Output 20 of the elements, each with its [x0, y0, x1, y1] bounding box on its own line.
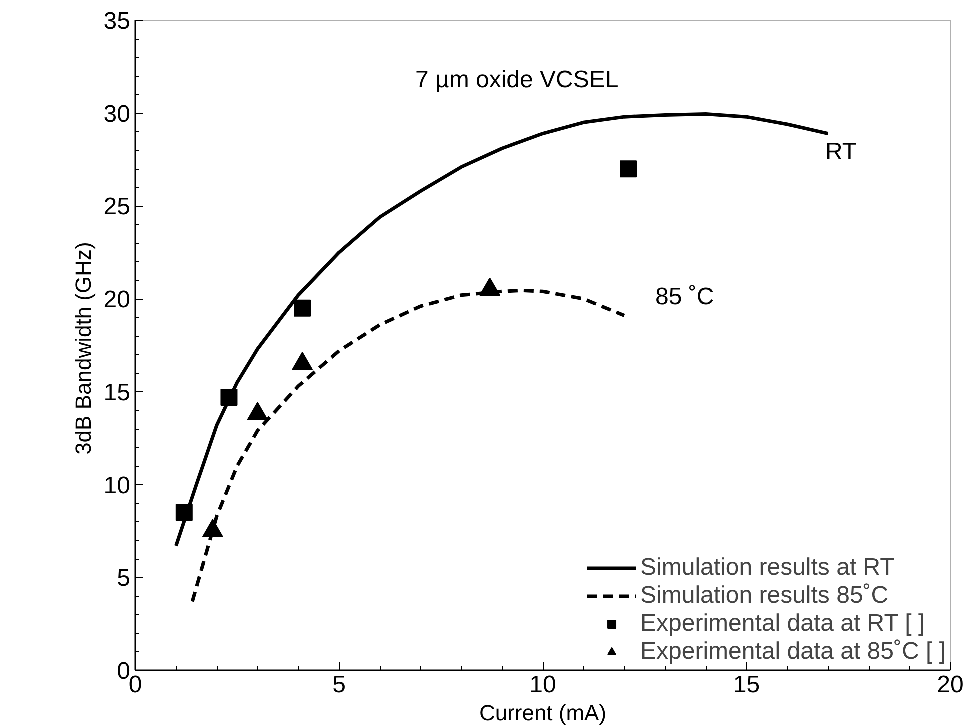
- y-tick-label: 5: [117, 565, 131, 592]
- y-axis-title: 3dB Bandwidth (GHz): [70, 242, 96, 455]
- y-tick-label: 25: [104, 194, 131, 221]
- legend-label: Simulation results 85˚C: [640, 582, 889, 610]
- legend-label: Experimental data at RT [ ]: [640, 610, 926, 638]
- y-tick-label: 30: [104, 100, 131, 128]
- legend-label: Experimental data at 85˚C [ ]: [640, 638, 946, 666]
- x-axis-title: Current (mA): [479, 700, 607, 726]
- legend-label: Simulation results at RT: [640, 554, 895, 582]
- annotation: RT: [826, 138, 858, 166]
- annotation: 85 ˚C: [656, 284, 714, 310]
- y-tick-label: 15: [104, 379, 131, 406]
- y-tick-label: 35: [104, 8, 131, 35]
- y-tick-label: 10: [104, 472, 131, 500]
- x-tick-label: 10: [530, 672, 556, 698]
- annotation: 7 µm oxide VCSEL: [416, 66, 619, 94]
- x-tick-label: 15: [733, 672, 760, 698]
- x-tick-label: 20: [937, 672, 964, 698]
- y-tick-label: 20: [104, 286, 131, 314]
- x-tick-label: 5: [332, 672, 346, 698]
